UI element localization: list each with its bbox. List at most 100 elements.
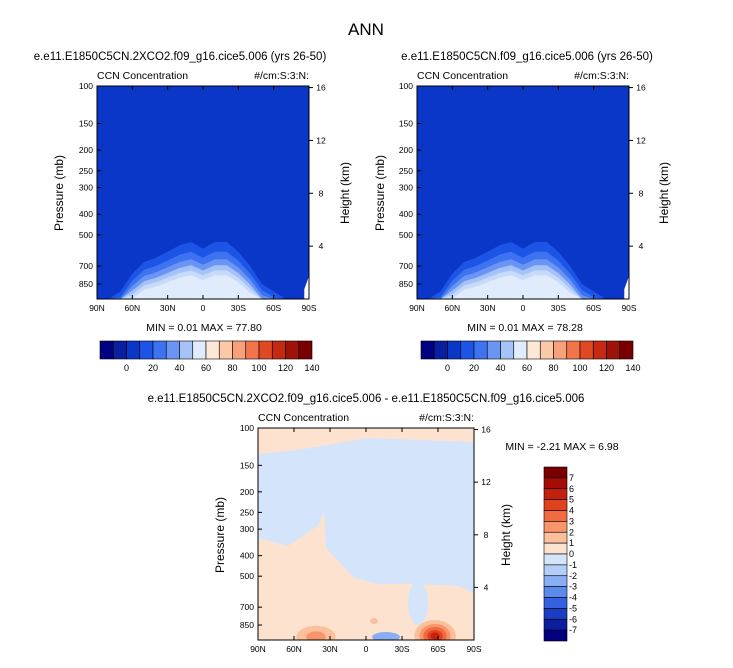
y-tick-label: 300 [79, 183, 93, 193]
colorbar-label: -2 [569, 571, 577, 581]
colorbar-swatch [165, 340, 180, 360]
colorbar: 0 20 40 60 80 100 120 140 [99, 340, 320, 373]
colorbar-swatch [205, 340, 220, 360]
y2-axis-label: Height (km) [657, 162, 671, 224]
colorbar-swatch [218, 340, 233, 360]
contour-fills [97, 86, 309, 299]
panel-title: e.e11.E1850C5CN.f09_g16.cice5.006 (yrs 2… [401, 51, 653, 63]
y-tick-label: 150 [240, 460, 254, 470]
y-tick-label: 700 [399, 261, 413, 271]
colorbar-swatch [543, 510, 568, 522]
y-tick-label: 700 [79, 261, 93, 271]
y-tick-label: 100 [240, 423, 254, 433]
colorbar-label: 140 [625, 363, 640, 373]
colorbar-label: 60 [201, 363, 211, 373]
x-tick-label: 0 [521, 303, 526, 313]
colorbar-swatch [271, 340, 286, 360]
y2-axis-label: Height (km) [338, 162, 352, 224]
negative-patch [408, 581, 428, 625]
x-tick-label: 30S [551, 303, 566, 313]
colorbar-swatch [543, 531, 568, 544]
min-max-label: MIN = 0.01 MAX = 78.28 [467, 322, 583, 334]
units-label: #/cm:S:3:N: [419, 412, 474, 424]
colorbar-swatch [592, 340, 607, 360]
y2-tick-label: 8 [484, 530, 489, 540]
panel-difference: e.e11.E1850C5CN.2XCO2.f09_g16.cice5.006 … [148, 393, 619, 654]
x-tick-label: 30N [160, 303, 176, 313]
y-tick-label: 500 [399, 230, 413, 240]
x-tick-label: 90S [621, 303, 636, 313]
colorbar-label: 80 [548, 363, 558, 373]
y-tick-label: 100 [399, 81, 413, 91]
colorbar-swatch [112, 340, 127, 360]
y2-tick-label: 4 [319, 241, 324, 251]
x-tick-label: 0 [364, 644, 369, 654]
colorbar-label: 60 [522, 363, 532, 373]
colorbar-swatch [543, 575, 568, 587]
contour-level [108, 275, 286, 299]
colorbar-swatch [543, 499, 568, 511]
variable-label: CCN Concentration [97, 70, 188, 82]
colorbar-label: 6 [569, 484, 574, 494]
colorbar-label: 7 [569, 473, 574, 483]
colorbar: 0 20 40 60 80 100 120 140 [420, 340, 641, 373]
units-label: #/cm:S:3:N: [574, 70, 629, 82]
x-tick-label: 0 [201, 303, 206, 313]
colorbar-swatch [543, 466, 568, 479]
colorbar-swatch [543, 629, 568, 642]
y-tick-label: 300 [399, 183, 413, 193]
y-tick-label: 150 [79, 119, 93, 129]
min-max-label: MIN = -2.21 MAX = 6.98 [505, 441, 618, 453]
colorbar-label: 1 [569, 538, 574, 548]
x-tick-label: 90N [89, 303, 105, 313]
colorbar-swatch [606, 340, 621, 360]
colorbar-swatch [543, 597, 568, 609]
colorbar-swatch [619, 340, 634, 360]
positive-region [258, 428, 474, 454]
x-tick-label: 90S [301, 303, 316, 313]
colorbar-swatch [179, 340, 194, 360]
contour-plot: 90N 60N 30N 0 30S 60S 90S 100 150 200 250 300 400 500… [79, 81, 326, 313]
x-tick-label: 60N [286, 644, 302, 654]
colorbar-swatch [539, 340, 554, 360]
x-tick-label: 60S [266, 303, 281, 313]
colorbar-swatch [500, 340, 515, 360]
x-tick-label: 60S [430, 644, 445, 654]
colorbar-label: -7 [569, 625, 577, 635]
colorbar-swatch [486, 340, 501, 360]
y-tick-label: 100 [79, 81, 93, 91]
x-tick-label: 30S [394, 644, 409, 654]
contour-plot: 90N 60N 30N 0 30S 60S 90S 100 150 200 250 300 400 500… [399, 81, 646, 313]
y-tick-label: 200 [240, 487, 254, 497]
y-axis-label: Pressure (mb) [213, 497, 227, 573]
x-tick-label: 60S [586, 303, 601, 313]
y2-tick-label: 12 [481, 477, 491, 487]
colorbar-label: 20 [469, 363, 479, 373]
positive-hotspot [430, 632, 440, 640]
x-tick-label: 90N [250, 644, 266, 654]
contour-fills [258, 428, 474, 640]
colorbar-swatch [543, 586, 568, 598]
colorbar-swatch [473, 340, 488, 360]
panel-2xco2: e.e11.E1850C5CN.2XCO2.f09_g16.cice5.006 … [34, 51, 352, 373]
contour-plot: 90N 60N 30N 0 30S 60S 90S 100 150 200 250 300 400 500… [240, 423, 491, 654]
colorbar-label: 0 [445, 363, 450, 373]
colorbar-swatch [298, 340, 313, 360]
panel-control: e.e11.E1850C5CN.f09_g16.cice5.006 (yrs 2… [373, 51, 671, 373]
y2-tick-label: 12 [316, 135, 326, 145]
colorbar-swatch [543, 488, 568, 500]
colorbar-swatch [192, 340, 207, 360]
surface-mask [304, 276, 309, 299]
y-tick-label: 250 [399, 166, 413, 176]
colorbar-label: -4 [569, 593, 577, 603]
y-axis-label: Pressure (mb) [373, 155, 387, 231]
colorbar-swatch [139, 340, 154, 360]
y-tick-label: 250 [79, 166, 93, 176]
colorbar-label: 20 [148, 363, 158, 373]
colorbar-swatch [543, 553, 568, 566]
y-tick-label: 300 [240, 524, 254, 534]
positive-hotspot [370, 618, 378, 624]
contour-level [428, 275, 606, 299]
y-axis-label: Pressure (mb) [52, 155, 66, 231]
